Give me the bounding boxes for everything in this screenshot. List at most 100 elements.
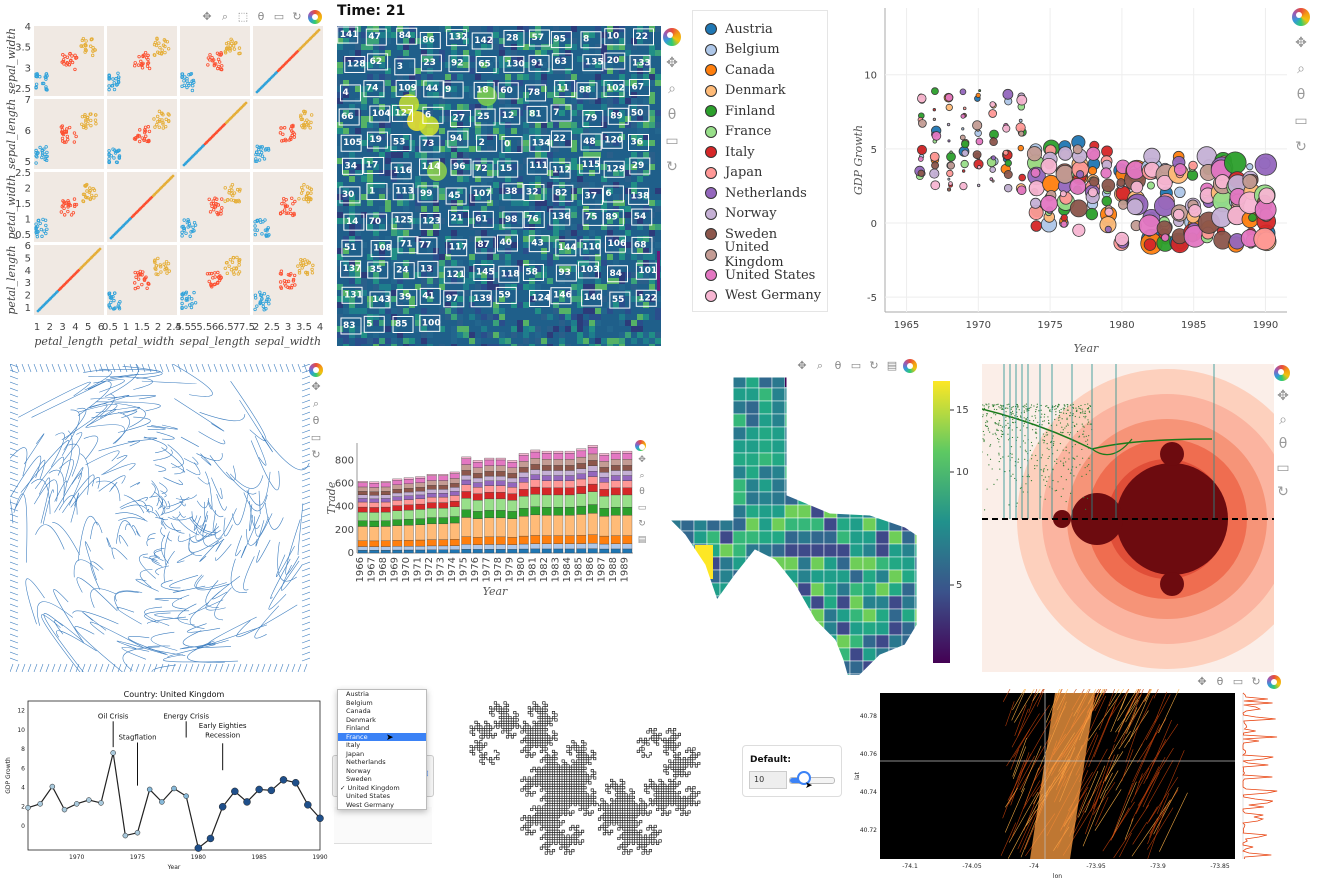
line-pattern-canvas[interactable] — [10, 364, 310, 672]
legend-item[interactable]: Sweden — [705, 224, 827, 245]
heatmap-cell — [541, 104, 547, 110]
box-zoom-icon[interactable]: ⌕ — [668, 81, 676, 97]
heatmap-cell — [601, 104, 607, 110]
hover-icon[interactable]: ▤ — [637, 535, 647, 545]
legend-item[interactable]: Netherlands — [705, 183, 827, 204]
bokeh-logo-icon[interactable] — [1292, 8, 1310, 26]
heatmap-cell — [613, 338, 619, 344]
save-icon[interactable]: ▭ — [310, 431, 322, 444]
legend-item[interactable]: Belgium — [705, 40, 827, 61]
reset-icon[interactable]: ↻ — [292, 10, 302, 23]
county — [862, 452, 877, 467]
heatmap-cell — [349, 170, 355, 176]
reset-icon[interactable]: ↻ — [666, 159, 678, 175]
gdp-point — [1143, 238, 1157, 251]
splom-point — [90, 193, 94, 198]
heatmap-cell — [439, 128, 445, 134]
heatmap-cell — [457, 104, 463, 110]
county — [901, 491, 916, 506]
hover-icon[interactable]: ▤ — [886, 359, 898, 372]
wheel-zoom-icon[interactable]: θ — [257, 10, 265, 23]
splom-point — [138, 128, 142, 132]
bokeh-logo-icon[interactable] — [308, 10, 322, 24]
heatmap-cell — [547, 260, 553, 266]
bokeh-logo-icon[interactable] — [635, 440, 646, 451]
heatmap-cell — [577, 320, 583, 326]
legend-item[interactable]: Finland — [705, 101, 827, 122]
pan-icon[interactable]: ✥ — [1295, 35, 1307, 51]
save-icon[interactable]: ▭ — [665, 133, 679, 149]
splom-point — [94, 122, 98, 126]
heatmap-cell — [583, 308, 589, 314]
heatmap-cell — [607, 230, 613, 236]
county — [706, 400, 721, 415]
box-zoom-icon[interactable]: ⌕ — [221, 10, 229, 23]
box-zoom-icon[interactable]: ⌕ — [816, 359, 824, 372]
pan-icon[interactable]: ✥ — [797, 359, 807, 372]
splom-point — [226, 40, 231, 45]
pan-icon[interactable]: ✥ — [638, 455, 646, 465]
heatmap-cell — [535, 188, 541, 194]
box-label: 107 — [473, 189, 492, 199]
pan-icon[interactable]: ✥ — [202, 10, 212, 23]
reset-icon[interactable]: ↻ — [311, 448, 321, 461]
wheel-zoom-icon[interactable]: θ — [667, 107, 677, 123]
legend-item[interactable]: Denmark — [705, 81, 827, 102]
trade-bar-segment — [610, 548, 621, 554]
legend-item[interactable]: Japan — [705, 163, 827, 184]
heatmap-cell — [643, 74, 649, 80]
bokeh-logo-icon[interactable] — [903, 359, 917, 373]
wheel-zoom-icon[interactable]: θ — [312, 414, 320, 427]
save-icon[interactable]: ▭ — [850, 359, 862, 372]
pan-icon[interactable]: ✥ — [666, 55, 678, 71]
legend-item[interactable]: West Germany — [705, 286, 827, 307]
reset-icon[interactable]: ↻ — [869, 359, 879, 372]
heatmap-cell — [481, 272, 487, 278]
legend-item[interactable]: France — [705, 122, 827, 143]
county — [655, 414, 668, 427]
heatmap-cell — [523, 200, 529, 206]
save-icon[interactable]: ▭ — [273, 10, 285, 23]
legend-item[interactable]: United States — [705, 265, 827, 286]
heatmap-cell — [373, 332, 379, 338]
fractal-canvas[interactable] — [982, 364, 1274, 672]
heatmap-cell — [403, 308, 409, 314]
legend-item[interactable]: Norway — [705, 204, 827, 225]
heatmap-cell — [463, 26, 469, 32]
legend-item[interactable]: United Kingdom — [705, 240, 827, 270]
box-zoom-icon[interactable]: ⌕ — [1297, 61, 1305, 77]
bifurcation-point — [1007, 427, 1010, 429]
splom-point — [287, 286, 292, 290]
bokeh-logo-icon[interactable] — [663, 28, 681, 46]
reset-icon[interactable]: ↻ — [638, 519, 646, 529]
border-hatch — [153, 663, 158, 672]
box-select-icon[interactable]: ⬚ — [237, 10, 249, 23]
box-label: 36 — [631, 137, 644, 147]
border-hatch — [10, 441, 19, 446]
splom-point — [34, 161, 38, 165]
save-icon[interactable]: ▭ — [1294, 113, 1308, 129]
pan-icon[interactable]: ✥ — [311, 380, 321, 393]
legend-item[interactable]: Austria — [705, 19, 827, 40]
reset-icon[interactable]: ↻ — [1295, 139, 1307, 155]
splom-point — [83, 113, 87, 117]
heatmap-cell — [343, 188, 349, 194]
legend-item[interactable]: Canada — [705, 60, 827, 81]
wheel-zoom-icon[interactable]: θ — [639, 487, 645, 497]
splom-point — [217, 64, 221, 69]
wheel-zoom-icon[interactable]: θ — [834, 359, 842, 372]
legend-item[interactable]: Italy — [705, 142, 827, 163]
bokeh-logo-icon[interactable] — [309, 363, 323, 377]
trade-bar-segment — [507, 493, 518, 501]
save-icon[interactable]: ▭ — [637, 503, 647, 513]
tracking-box — [392, 104, 414, 122]
box-zoom-icon[interactable]: ⌕ — [639, 471, 645, 481]
box-zoom-icon[interactable]: ⌕ — [312, 397, 320, 410]
wheel-zoom-icon[interactable]: θ — [1296, 87, 1306, 103]
border-hatch — [301, 525, 310, 530]
